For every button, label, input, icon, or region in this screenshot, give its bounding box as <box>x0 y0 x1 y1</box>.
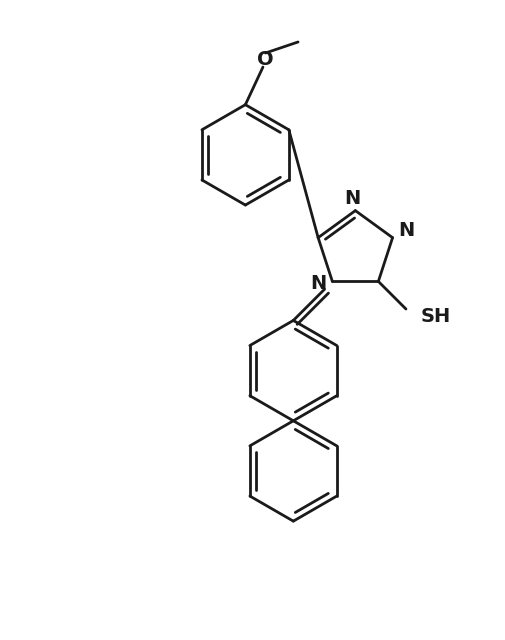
Text: O: O <box>257 50 274 69</box>
Text: N: N <box>345 189 361 207</box>
Text: SH: SH <box>421 307 451 326</box>
Text: N: N <box>310 275 326 293</box>
Text: N: N <box>398 221 415 239</box>
